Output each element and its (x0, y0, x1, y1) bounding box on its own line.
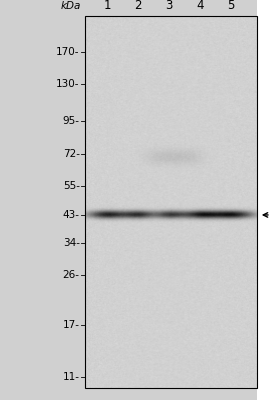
Text: 11-: 11- (63, 372, 80, 382)
Text: 55-: 55- (63, 181, 80, 191)
Text: 34-: 34- (63, 238, 80, 248)
Text: 1: 1 (103, 0, 111, 12)
Bar (85, 16, 257, 388)
Bar (257, 0, 269, 400)
Text: 43-: 43- (63, 210, 80, 220)
Text: 2: 2 (134, 0, 142, 12)
Text: 72-: 72- (63, 149, 80, 159)
Text: 3: 3 (165, 0, 173, 12)
Text: kDa: kDa (60, 1, 81, 11)
Text: 170-: 170- (56, 47, 80, 57)
Text: 4: 4 (196, 0, 204, 12)
Text: 130-: 130- (56, 79, 80, 89)
Text: 26-: 26- (63, 270, 80, 280)
Text: 17-: 17- (63, 320, 80, 330)
Text: 5: 5 (227, 0, 235, 12)
Text: 95-: 95- (63, 116, 80, 126)
